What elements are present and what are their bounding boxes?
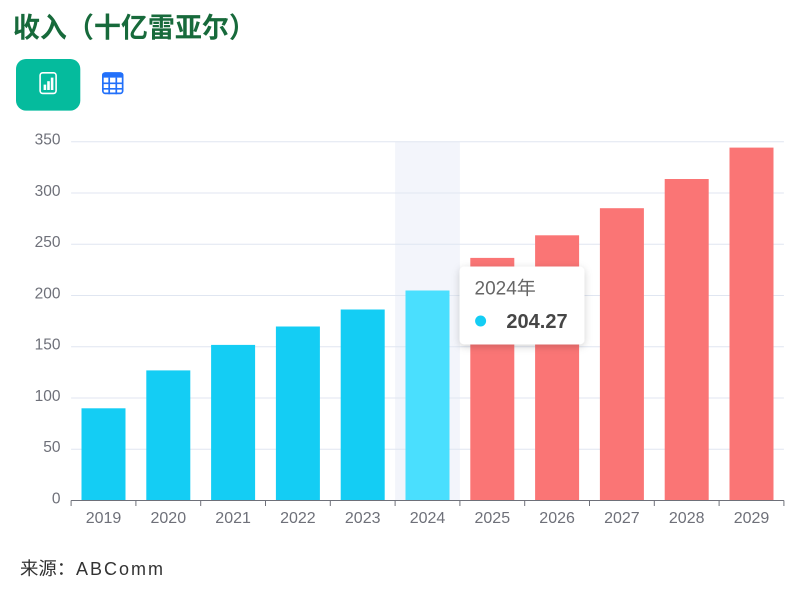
svg-text:2023: 2023 xyxy=(345,510,381,527)
svg-text:2020: 2020 xyxy=(151,510,187,527)
svg-text:204.27: 204.27 xyxy=(506,311,567,333)
svg-text:250: 250 xyxy=(35,234,61,251)
svg-text:2027: 2027 xyxy=(604,510,640,527)
svg-text:2029: 2029 xyxy=(734,510,770,527)
svg-text:100: 100 xyxy=(35,388,61,405)
svg-text:300: 300 xyxy=(35,183,61,200)
svg-text:2024: 2024 xyxy=(410,510,446,527)
svg-text:2021: 2021 xyxy=(215,510,251,527)
svg-text:2019: 2019 xyxy=(86,510,122,527)
svg-text:2025: 2025 xyxy=(475,510,511,527)
svg-text:2028: 2028 xyxy=(669,510,705,527)
svg-text:0: 0 xyxy=(52,491,61,508)
svg-text:ABComm: ABComm xyxy=(76,559,165,579)
svg-text:2022: 2022 xyxy=(280,510,316,527)
svg-text:50: 50 xyxy=(43,439,61,456)
svg-text:200: 200 xyxy=(35,286,61,303)
svg-text:2024: 2024 xyxy=(475,279,518,300)
svg-text:150: 150 xyxy=(35,337,61,354)
svg-text:2026: 2026 xyxy=(539,510,575,527)
svg-text:350: 350 xyxy=(35,132,61,149)
